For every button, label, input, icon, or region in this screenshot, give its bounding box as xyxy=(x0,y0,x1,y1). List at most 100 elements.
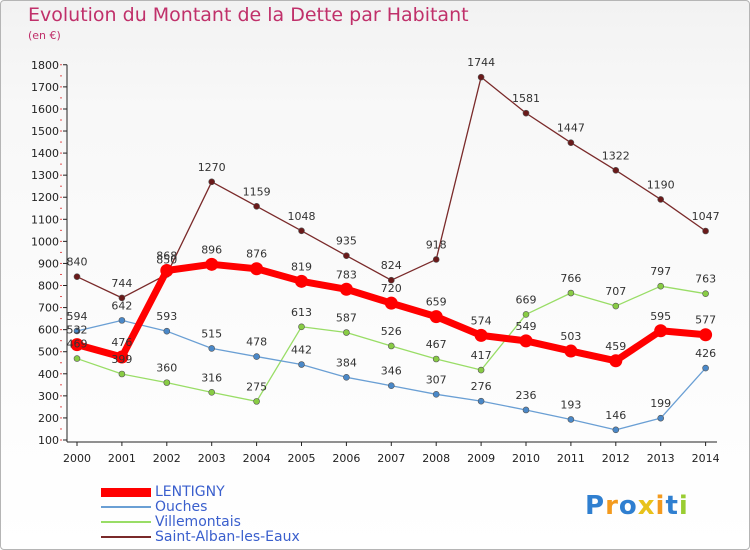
data-point-saint-alban-les-eaux xyxy=(657,196,665,203)
data-point-saint-alban-les-eaux xyxy=(387,276,395,284)
data-point-saint-alban-les-eaux xyxy=(208,178,215,186)
data-label-lentigny: 574 xyxy=(471,314,492,327)
x-tick-label: 2007 xyxy=(377,452,405,465)
data-label-lentigny: 868 xyxy=(156,250,177,263)
data-label-saint-alban-les-eaux: 1744 xyxy=(467,56,495,69)
data-point-ouches xyxy=(702,364,709,372)
data-label-ouches: 193 xyxy=(560,398,581,411)
x-tick-label: 2013 xyxy=(647,452,675,465)
data-label-villemontais: 316 xyxy=(201,371,222,384)
legend-swatch xyxy=(101,506,151,508)
data-label-saint-alban-les-eaux: 935 xyxy=(336,235,357,248)
data-point-ouches xyxy=(208,345,215,352)
data-label-lentigny: 577 xyxy=(695,314,716,327)
data-label-ouches: 426 xyxy=(695,347,716,360)
data-point-villemontais xyxy=(567,289,575,297)
data-label-ouches: 642 xyxy=(111,299,132,312)
data-point-villemontais xyxy=(343,329,350,336)
data-label-lentigny: 659 xyxy=(426,296,447,309)
data-point-lentigny xyxy=(384,296,398,310)
data-label-ouches: 593 xyxy=(156,310,177,323)
x-tick-label: 2005 xyxy=(288,452,316,465)
data-point-saint-alban-les-eaux xyxy=(73,273,81,280)
y-tick-label: 100 xyxy=(38,434,59,447)
data-point-saint-alban-les-eaux xyxy=(343,252,350,260)
data-label-lentigny: 783 xyxy=(336,268,357,281)
data-point-ouches xyxy=(298,361,305,368)
data-point-lentigny xyxy=(429,310,443,324)
data-label-villemontais: 797 xyxy=(650,265,671,278)
legend-label: Villemontais xyxy=(155,514,241,530)
data-point-ouches xyxy=(253,353,260,360)
data-label-ouches: 478 xyxy=(246,336,267,349)
data-label-saint-alban-les-eaux: 744 xyxy=(111,277,132,290)
data-point-lentigny xyxy=(250,262,264,276)
data-point-lentigny xyxy=(609,354,623,368)
data-point-villemontais xyxy=(253,398,260,405)
data-point-villemontais xyxy=(118,370,126,378)
data-label-lentigny: 476 xyxy=(111,336,132,349)
legend-label: LENTIGNY xyxy=(155,484,225,500)
data-point-saint-alban-les-eaux xyxy=(298,227,305,235)
data-label-saint-alban-les-eaux: 1159 xyxy=(243,185,271,198)
y-tick-label: 800 xyxy=(38,280,59,293)
data-label-villemontais: 669 xyxy=(516,293,537,306)
data-label-ouches: 146 xyxy=(605,409,626,422)
data-label-saint-alban-les-eaux: 850 xyxy=(156,253,177,266)
data-point-lentigny xyxy=(205,257,219,271)
x-tick-label: 2006 xyxy=(332,452,360,465)
y-tick-label: 900 xyxy=(38,257,59,270)
data-point-villemontais xyxy=(208,389,215,396)
x-tick-label: 2010 xyxy=(512,452,540,465)
data-point-saint-alban-les-eaux xyxy=(612,167,620,174)
data-point-lentigny xyxy=(564,344,578,358)
data-point-saint-alban-les-eaux xyxy=(522,109,530,117)
data-label-lentigny: 819 xyxy=(291,260,312,273)
x-tick-label: 2003 xyxy=(198,452,226,465)
data-label-lentigny: 896 xyxy=(201,243,222,256)
data-point-villemontais xyxy=(163,379,171,386)
data-label-lentigny: 503 xyxy=(560,330,581,343)
data-label-lentigny: 459 xyxy=(605,340,626,353)
data-label-villemontais: 360 xyxy=(156,362,177,375)
data-label-villemontais: 587 xyxy=(336,312,357,325)
data-label-ouches: 442 xyxy=(291,344,312,357)
x-tick-label: 2002 xyxy=(153,452,181,465)
unit-label: (en €) xyxy=(28,29,61,42)
data-point-lentigny xyxy=(160,264,174,278)
data-label-villemontais: 467 xyxy=(426,338,447,351)
data-point-ouches xyxy=(567,416,575,423)
data-label-saint-alban-les-eaux: 1270 xyxy=(198,161,226,174)
data-label-ouches: 384 xyxy=(336,356,357,369)
data-point-villemontais xyxy=(702,290,709,297)
data-label-villemontais: 763 xyxy=(695,273,716,286)
data-point-lentigny xyxy=(699,328,713,342)
data-label-villemontais: 469 xyxy=(67,338,88,351)
y-tick-label: 1400 xyxy=(31,147,59,160)
y-tick-label: 300 xyxy=(38,390,59,403)
y-tick-label: 1100 xyxy=(31,213,59,226)
data-label-saint-alban-les-eaux: 824 xyxy=(381,259,402,272)
data-point-lentigny xyxy=(519,334,533,348)
data-label-ouches: 594 xyxy=(67,310,88,323)
data-label-saint-alban-les-eaux: 1447 xyxy=(557,122,585,135)
data-point-ouches xyxy=(163,327,171,335)
data-label-saint-alban-les-eaux: 840 xyxy=(67,256,88,269)
data-point-ouches xyxy=(432,391,440,398)
data-point-ouches xyxy=(118,317,126,324)
data-label-saint-alban-les-eaux: 1047 xyxy=(692,210,720,223)
data-point-lentigny xyxy=(115,350,129,364)
y-tick-label: 1600 xyxy=(31,103,59,116)
data-point-ouches xyxy=(477,397,485,405)
data-label-ouches: 276 xyxy=(471,380,492,393)
data-point-villemontais xyxy=(657,282,665,290)
data-label-lentigny: 876 xyxy=(246,248,267,261)
data-point-villemontais xyxy=(73,355,81,362)
y-tick-label: 1000 xyxy=(31,235,59,248)
data-label-villemontais: 526 xyxy=(381,325,402,338)
data-label-saint-alban-les-eaux: 1581 xyxy=(512,92,540,105)
data-label-villemontais: 417 xyxy=(471,349,492,362)
data-label-saint-alban-les-eaux: 1322 xyxy=(602,149,630,162)
x-tick-label: 2014 xyxy=(692,452,720,465)
data-point-lentigny xyxy=(339,282,353,296)
